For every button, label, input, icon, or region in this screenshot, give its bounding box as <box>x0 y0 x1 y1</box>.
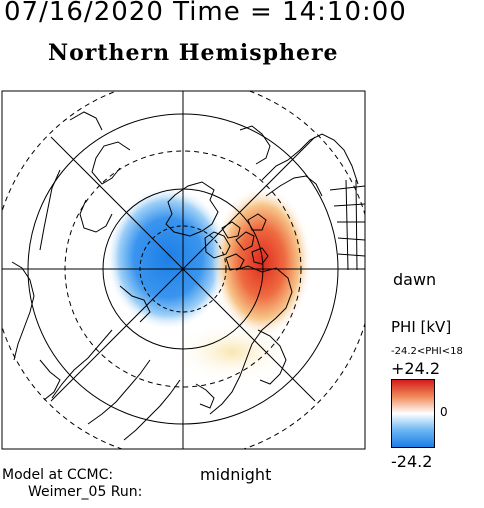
datetime-header: 07/16/2020 Time = 14:10:00 <box>4 0 407 27</box>
positive-potential-cell <box>212 186 312 338</box>
coastlines <box>11 111 359 441</box>
colorbar-title: PHI [kV] <box>391 318 452 336</box>
midnight-label: midnight <box>200 465 272 484</box>
colorbar-range: -24.2<PHI<18 <box>391 346 463 357</box>
colorbar-max-label: +24.2 <box>391 359 441 378</box>
map-frame <box>1 90 366 450</box>
model-line: Model at CCMC: <box>2 467 114 483</box>
colorbar-min-label: -24.2 <box>391 452 433 471</box>
dawn-label: dawn <box>393 270 437 289</box>
map-title: Northern Hemisphere <box>48 40 339 66</box>
colorbar <box>391 379 435 448</box>
colorbar-zero-label: 0 <box>440 405 448 419</box>
outer-grid <box>329 179 365 271</box>
meridian-diag-2 <box>50 136 316 402</box>
negative-potential-cell <box>106 186 230 330</box>
run-line: Weimer_05 Run: <box>28 484 143 500</box>
